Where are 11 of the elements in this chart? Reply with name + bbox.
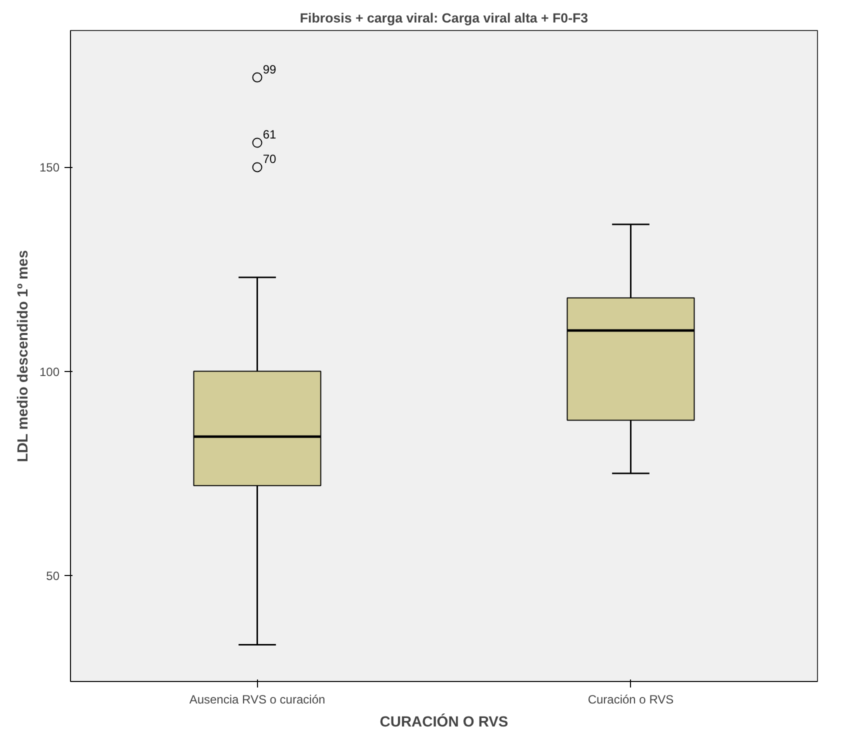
y-tick-label: 50 [46, 568, 60, 583]
annotation: 61 [262, 128, 277, 142]
y-tick-label: 150 [39, 160, 60, 175]
annotation: 70 [262, 152, 277, 166]
annotation: 99 [262, 62, 277, 76]
y-tick-label: 100 [39, 364, 60, 379]
chart-title: Fibrosis + carga viral: Carga viral alta + F0-F3 [300, 10, 588, 26]
x-axis-title: CURACIÓN O RVS [380, 714, 508, 730]
x-tick-label: Curación o RVS [588, 692, 674, 706]
x-tick-label: Ausencia RVS o curación [189, 692, 326, 706]
y-axis-title: LDL medio descendido 1º mes [15, 250, 32, 462]
